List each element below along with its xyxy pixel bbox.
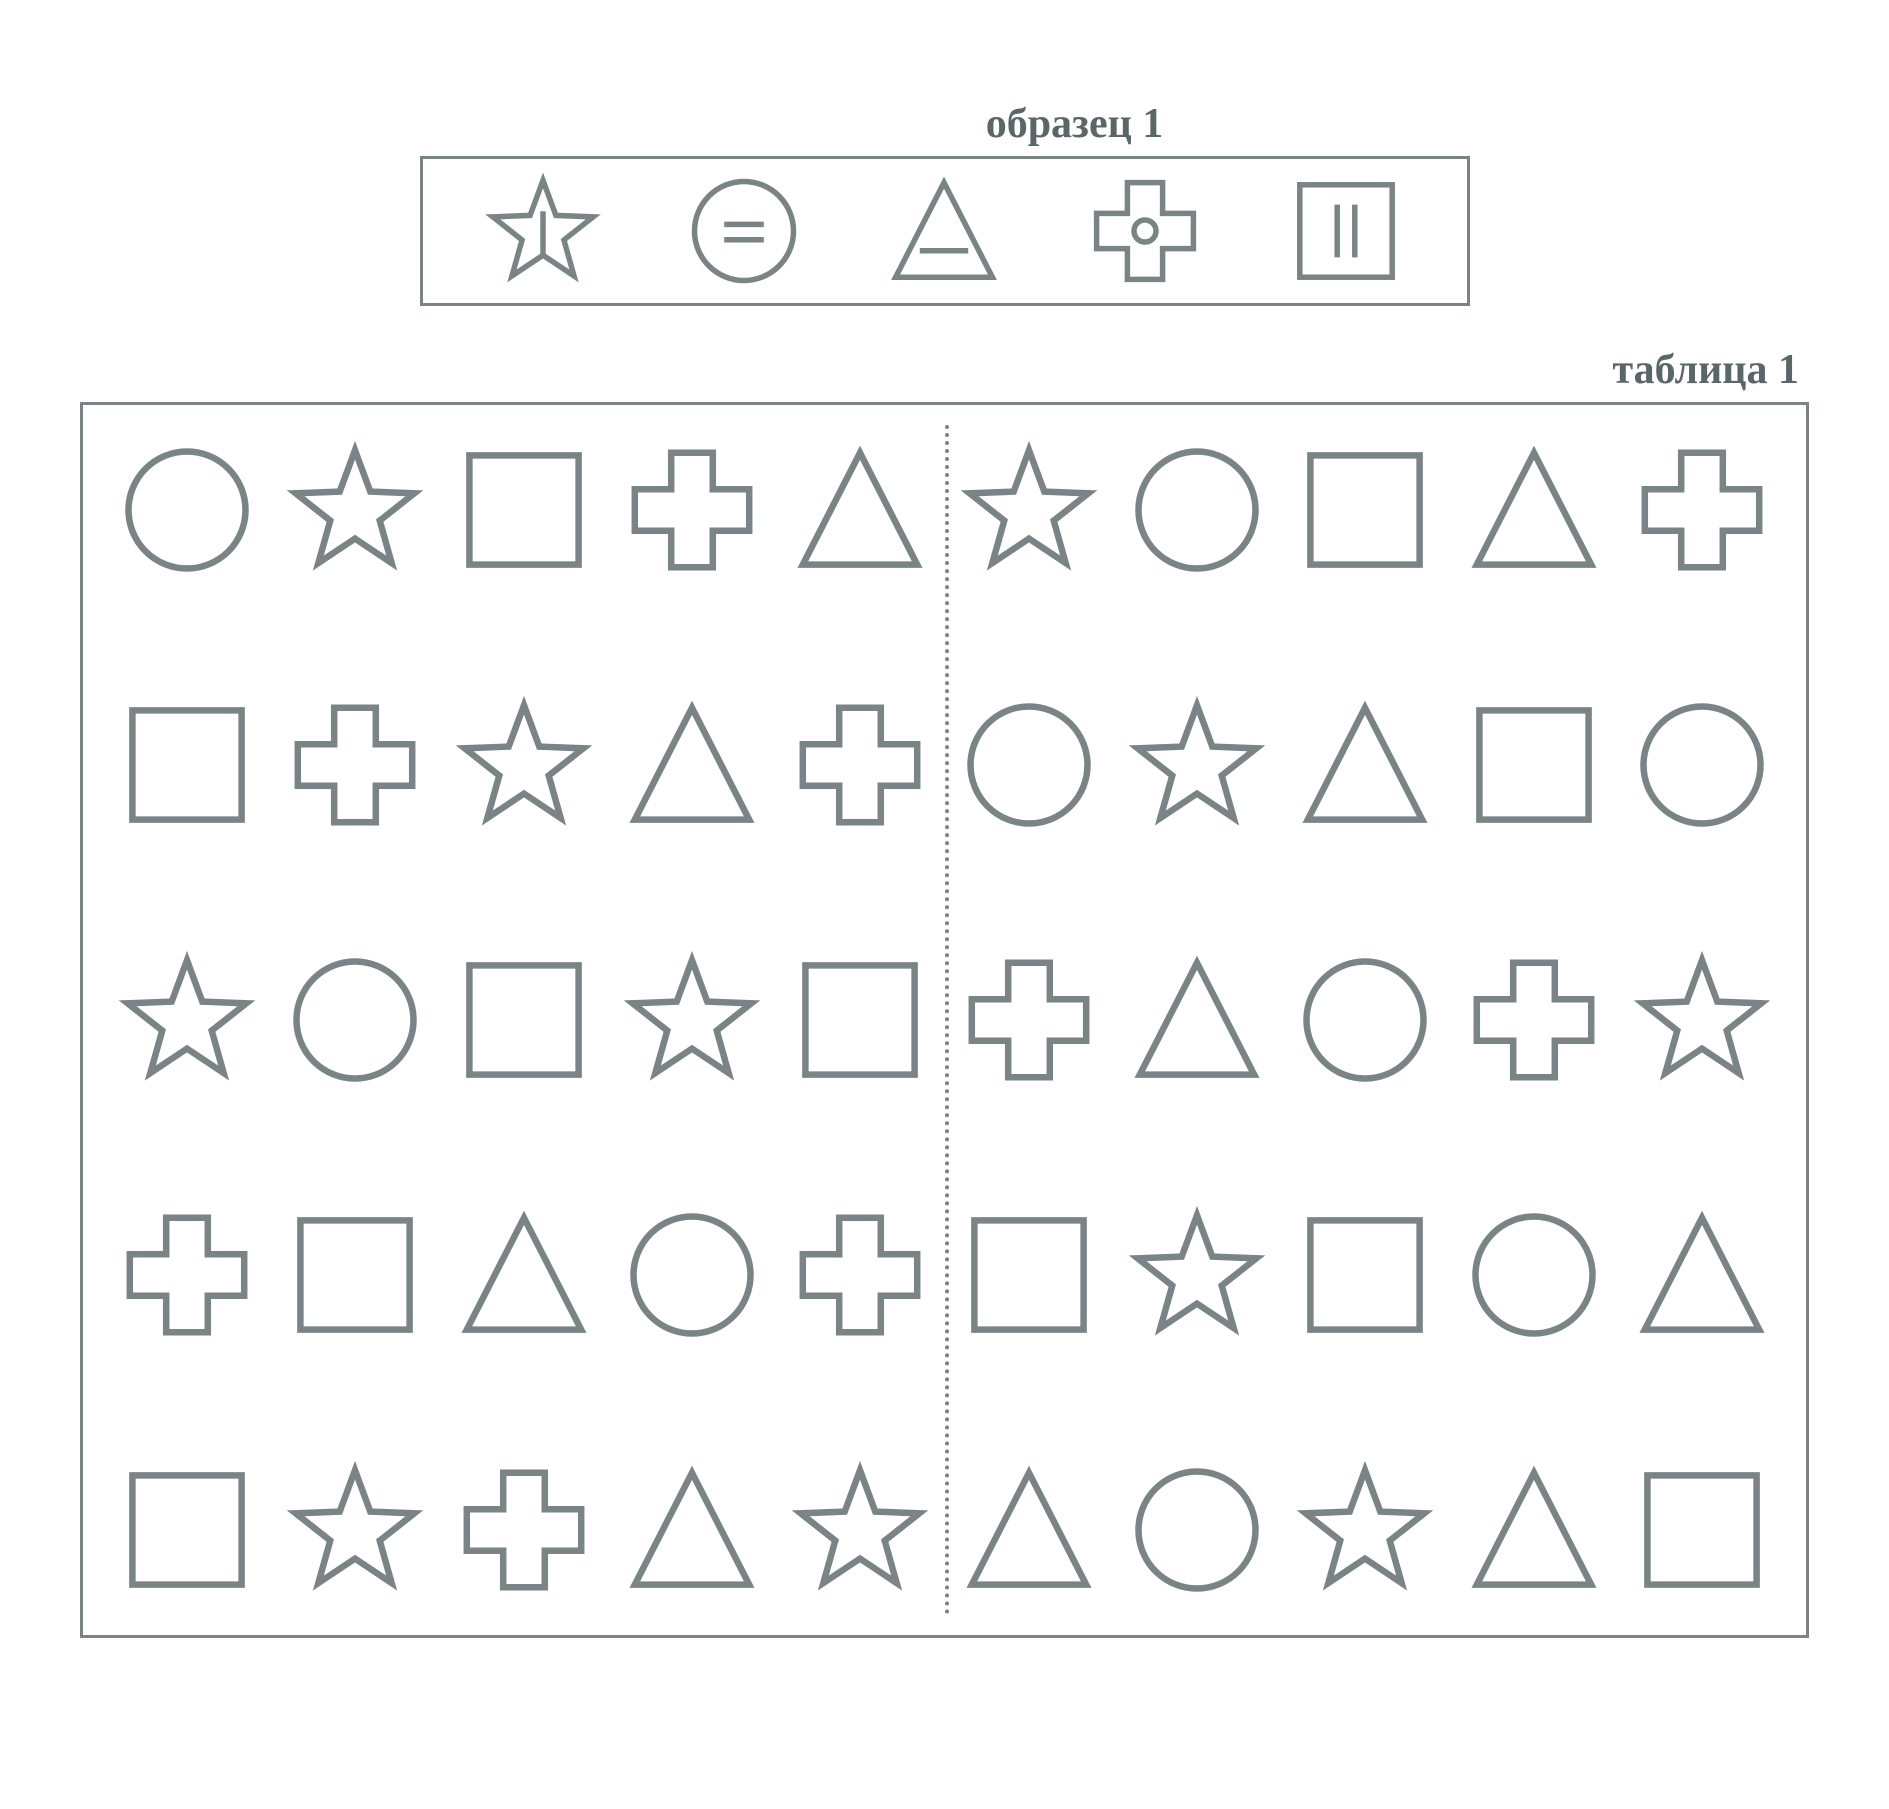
- triangle-icon: [617, 690, 767, 840]
- star-icon: [280, 435, 430, 585]
- table-row-left: [103, 945, 945, 1095]
- plus-icon: [617, 435, 767, 585]
- table-row-right: [945, 690, 1787, 840]
- plus-icon: [1627, 435, 1777, 585]
- triangle-icon: [1627, 1200, 1777, 1350]
- table-row-right: [945, 945, 1787, 1095]
- legend-title: образец 1: [340, 100, 1809, 148]
- star-icon: [280, 1455, 430, 1605]
- square-icon: [1459, 690, 1609, 840]
- table-row-left: [103, 690, 945, 840]
- square-icon: [112, 1455, 262, 1605]
- circle-icon: [1122, 1455, 1272, 1605]
- legend-circle-icon: [669, 166, 819, 296]
- square-icon: [449, 435, 599, 585]
- plus-icon: [1459, 945, 1609, 1095]
- legend-box: [420, 156, 1470, 306]
- star-icon: [785, 1455, 935, 1605]
- square-icon: [112, 690, 262, 840]
- plus-icon: [280, 690, 430, 840]
- star-icon: [617, 945, 767, 1095]
- table-row-right: [945, 1200, 1787, 1350]
- square-icon: [280, 1200, 430, 1350]
- plus-icon: [449, 1455, 599, 1605]
- star-icon: [954, 435, 1104, 585]
- table-row-left: [103, 1200, 945, 1350]
- table-row-left: [103, 435, 945, 585]
- triangle-icon: [1290, 690, 1440, 840]
- circle-icon: [1627, 690, 1777, 840]
- circle-icon: [1122, 435, 1272, 585]
- table-divider: [945, 425, 949, 1615]
- plus-icon: [954, 945, 1104, 1095]
- star-icon: [449, 690, 599, 840]
- triangle-icon: [785, 435, 935, 585]
- triangle-icon: [1459, 1455, 1609, 1605]
- triangle-icon: [1459, 435, 1609, 585]
- square-icon: [954, 1200, 1104, 1350]
- triangle-icon: [1122, 945, 1272, 1095]
- square-icon: [1290, 435, 1440, 585]
- table-row-right: [945, 435, 1787, 585]
- table-row-right: [945, 1455, 1787, 1605]
- circle-icon: [112, 435, 262, 585]
- triangle-icon: [449, 1200, 599, 1350]
- star-icon: [1122, 690, 1272, 840]
- square-icon: [449, 945, 599, 1095]
- circle-icon: [280, 945, 430, 1095]
- circle-icon: [617, 1200, 767, 1350]
- star-icon: [1627, 945, 1777, 1095]
- star-icon: [112, 945, 262, 1095]
- triangle-icon: [617, 1455, 767, 1605]
- square-icon: [1290, 1200, 1440, 1350]
- triangle-icon: [954, 1455, 1104, 1605]
- legend-triangle-icon: [869, 166, 1019, 296]
- table-title: таблица 1: [80, 346, 1809, 394]
- legend-plus-icon: [1070, 166, 1220, 296]
- circle-icon: [1459, 1200, 1609, 1350]
- circle-icon: [1290, 945, 1440, 1095]
- square-icon: [785, 945, 935, 1095]
- star-icon: [1290, 1455, 1440, 1605]
- table-box: [80, 402, 1809, 1638]
- legend-square-icon: [1271, 166, 1421, 296]
- circle-icon: [954, 690, 1104, 840]
- plus-icon: [785, 1200, 935, 1350]
- legend-star-icon: [468, 166, 618, 296]
- square-icon: [1627, 1455, 1777, 1605]
- table-row-left: [103, 1455, 945, 1605]
- star-icon: [1122, 1200, 1272, 1350]
- plus-icon: [785, 690, 935, 840]
- worksheet-page: образец 1 таблица 1: [0, 0, 1889, 1718]
- plus-icon: [112, 1200, 262, 1350]
